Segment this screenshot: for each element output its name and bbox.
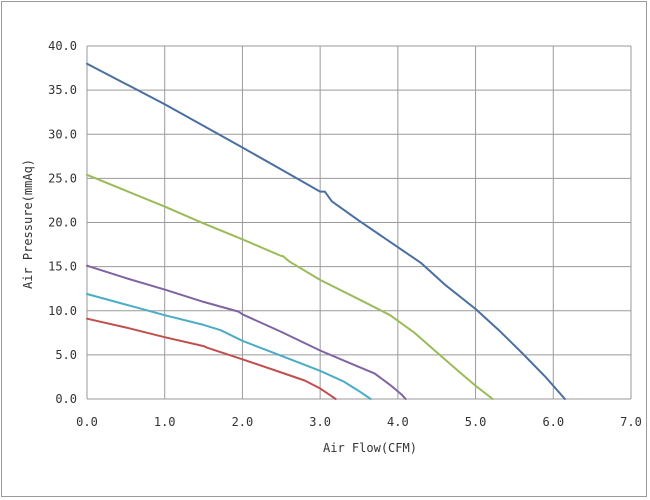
series-line-4 xyxy=(86,293,372,400)
y-tick-label: 20.0 xyxy=(48,216,77,230)
x-tick-label: 0.0 xyxy=(76,415,98,429)
y-tick-label: 0.0 xyxy=(55,392,77,406)
y-tick-label: 15.0 xyxy=(48,260,77,274)
x-tick-label: 7.0 xyxy=(620,415,642,429)
y-tick-label: 40.0 xyxy=(48,39,77,53)
y-axis-label: Air Pressure(mmAq) xyxy=(21,159,35,289)
series-group xyxy=(86,62,566,400)
y-tick-label: 10.0 xyxy=(48,304,77,318)
series-line-5 xyxy=(86,317,337,400)
series-line-1 xyxy=(86,62,566,400)
grid-lines xyxy=(86,45,632,400)
x-tick-label: 6.0 xyxy=(542,415,564,429)
x-axis-label: Air Flow(CFM) xyxy=(323,441,417,455)
y-tick-label: 5.0 xyxy=(55,348,77,362)
y-tick-label: 30.0 xyxy=(48,127,77,141)
series-line-3 xyxy=(86,264,407,400)
y-tick-label: 35.0 xyxy=(48,83,77,97)
x-tick-label: 4.0 xyxy=(387,415,409,429)
series-line-2 xyxy=(86,173,494,400)
x-tick-label: 5.0 xyxy=(465,415,487,429)
x-tick-label: 1.0 xyxy=(154,415,176,429)
x-tick-label: 3.0 xyxy=(309,415,331,429)
y-tick-label: 25.0 xyxy=(48,171,77,185)
tick-labels: 0.0 1.0 2.0 3.0 4.0 5.0 6.0 7.0 0.0 5.0 10.0 15.0 20… xyxy=(48,39,642,429)
x-tick-label: 2.0 xyxy=(232,415,254,429)
